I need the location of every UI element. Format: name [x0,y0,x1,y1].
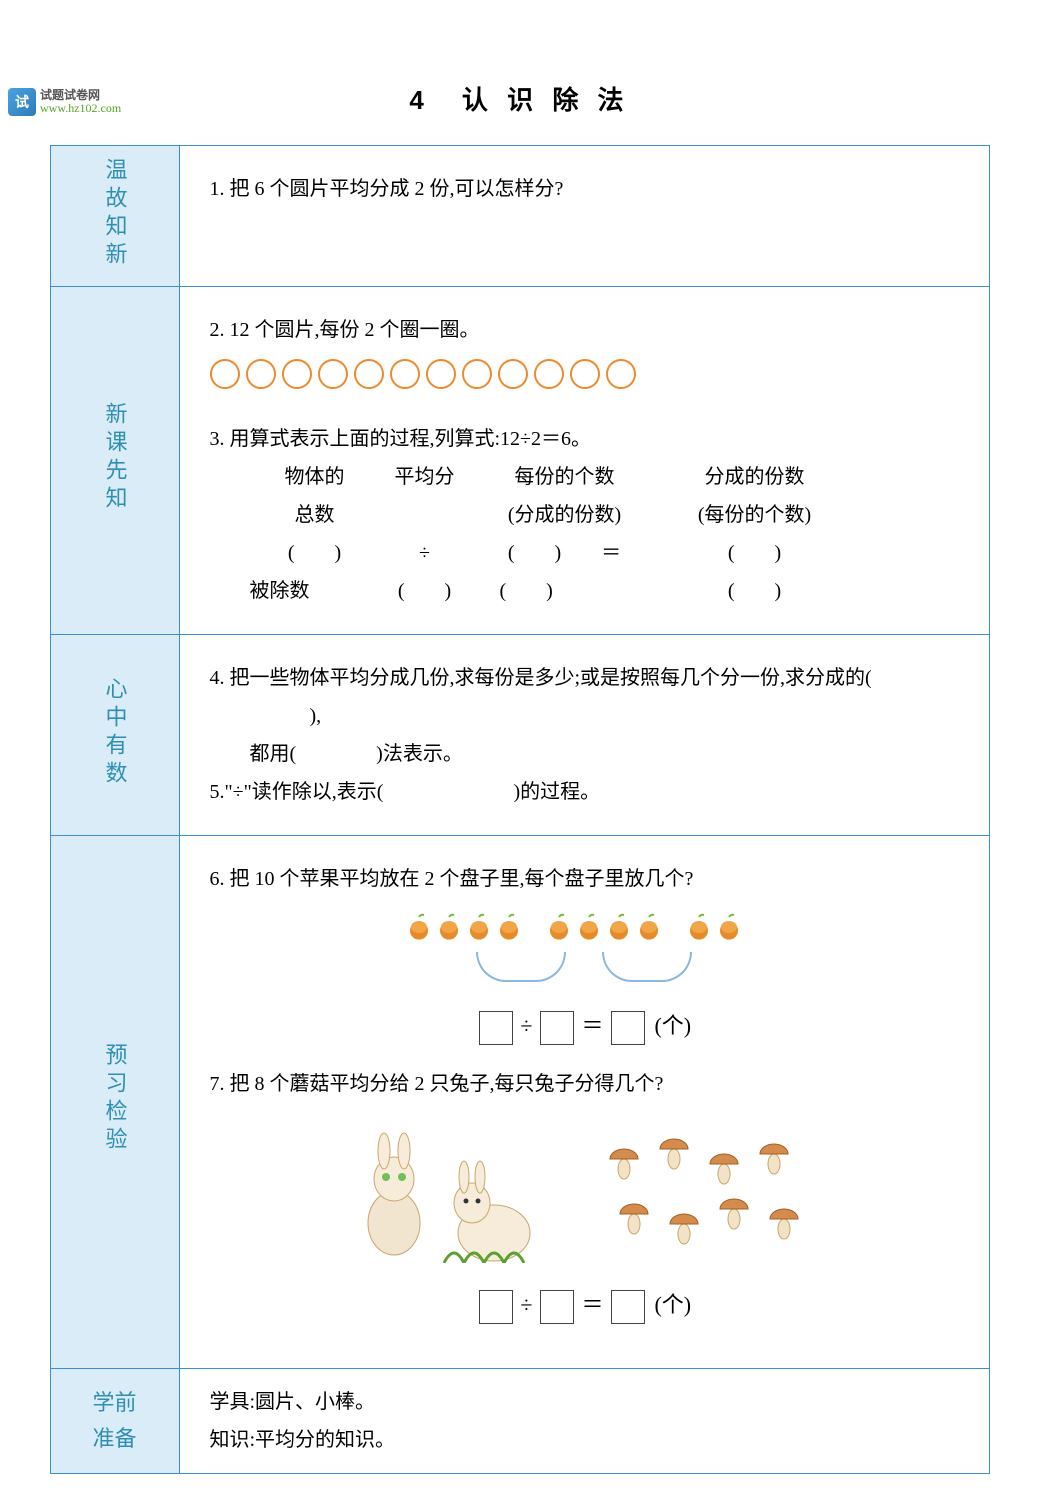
page-title: 4 认 识 除 法 [0,80,1039,117]
q3-block: 3. 用算式表示上面的过程,列算式:12÷2＝6。 物体的平均分每份的个数分成的… [210,420,959,610]
open-circle [246,359,276,389]
apple-icon [574,913,604,943]
q3-intro: 3. 用算式表示上面的过程,列算式:12÷2＝6。 [210,420,959,458]
side-label-xueqianzhunbei: 学前 准备 [50,1368,179,1473]
apple-icon [714,913,744,943]
col1a: 物体的 [250,458,380,496]
circles-row [210,359,959,402]
watermark-text: 试题试卷网 www.hz102.com [40,89,121,115]
side-label-text: 心中有数 [99,677,131,789]
plate-icon [602,952,692,982]
apple-icon [434,913,464,943]
watermark-icon: 试 [8,88,36,116]
cell-xinkexianzhi: 2. 12 个圆片,每份 2 个圈一圈。 3. 用算式表示上面的过程,列算式:1… [180,287,989,634]
cell-xinzhongyoushu: 4. 把一些物体平均分成几份,求每份是多少;或是按照每几个分一份,求分成的(),… [180,635,989,835]
col3b: (分成的份数) [470,496,660,534]
expr-c4: () [660,534,850,572]
prep-line1: 学具:圆片、小棒。 [210,1383,959,1421]
apple-icon [634,913,664,943]
apple-icon [404,913,434,943]
col4a: 分成的份数 [660,458,850,496]
div-sign: ÷ [520,1013,532,1038]
side-label-text: 温故知新 [99,158,131,270]
unit: (个) [654,1013,691,1038]
col1b: 总数 [250,496,380,534]
open-circle [570,359,600,389]
col3a: 每份的个数 [470,458,660,496]
open-circle [534,359,564,389]
label-dividend: 被除数 [250,572,380,610]
div-sign: ÷ [380,534,470,572]
cell-xueqianzhunbei: 学具:圆片、小棒。 知识:平均分的知识。 [180,1369,989,1473]
expr-row: ()÷() ＝() [250,534,959,572]
open-circle [462,359,492,389]
open-circle [390,359,420,389]
q1-text: 1. 把 6 个圆片平均分成 2 份,可以怎样分? [210,170,959,208]
plates-row [210,952,959,995]
apple-icon [544,913,574,943]
side-label-text-2: 准备 [51,1421,179,1456]
fillbox [540,1011,574,1045]
side-label-xinkexianzhi: 新课先知 [50,287,179,635]
eq-sign: ＝ [581,1013,603,1038]
plate-icon [476,952,566,982]
open-circle [426,359,456,389]
open-circle [498,359,528,389]
page-number: —17— [0,1500,1039,1503]
cell-wenguzhixin: 1. 把 6 个圆片平均分成 2 份,可以怎样分? [180,146,989,286]
apples-row [210,908,959,946]
q4-line1: 4. 把一些物体平均分成几份,求每份是多少;或是按照每几个分一份,求分成的(), [210,659,959,735]
eq-sign: ＝ [581,1292,603,1317]
col4b: (每份的个数) [660,496,850,534]
cell-yuxijianyan: 6. 把 10 个苹果平均放在 2 个盘子里,每个盘子里放几个? ÷ ＝ (个)… [180,836,989,1368]
apple-icon [494,913,524,943]
fillbox [479,1011,513,1045]
apple-icon [684,913,714,943]
q6-text: 6. 把 10 个苹果平均放在 2 个盘子里,每个盘子里放几个? [210,860,959,898]
col-head-row-1: 物体的平均分每份的个数分成的份数 [250,458,959,496]
apple-group [684,908,744,946]
side-label-wenguzhixin: 温故知新 [50,146,179,287]
side-label-xinzhongyoushu: 心中有数 [50,635,179,836]
expr-c1: () [250,534,380,572]
watermark-url: www.hz102.com [40,102,121,115]
label-row: 被除数()()() [250,572,959,610]
expr-c3: () ＝ [470,534,660,572]
apple-group [544,908,664,946]
div-sign: ÷ [520,1292,532,1317]
label-c2: () [380,572,470,610]
side-label-text: 预习检验 [99,1043,131,1155]
q2-text: 2. 12 个圆片,每份 2 个圈一圈。 [210,311,959,349]
open-circle [282,359,312,389]
label-c3: () [470,572,660,610]
fillbox [611,1011,645,1045]
q6-expr: ÷ ＝ (个) [210,1005,959,1047]
apple-icon [604,913,634,943]
fillbox [479,1290,513,1324]
watermark: 试 试题试卷网 www.hz102.com [8,88,121,116]
open-circle [606,359,636,389]
main-table: 温故知新 1. 把 6 个圆片平均分成 2 份,可以怎样分? 新课先知 2. 1… [50,145,990,1474]
q4-line2: 都用()法表示。 [210,735,959,773]
col2: 平均分 [380,458,470,496]
q7-text: 7. 把 8 个蘑菇平均分给 2 只兔子,每只兔子分得几个? [210,1065,959,1103]
apple-icon [464,913,494,943]
apple-group [404,908,524,946]
q7-expr: ÷ ＝ (个) [210,1284,959,1326]
fillbox [540,1290,574,1324]
open-circle [210,359,240,389]
col-head-row-2: 总数 (分成的份数)(每份的个数) [250,496,959,534]
side-label-yuxijianyan: 预习检验 [50,836,179,1369]
q5-line: 5."÷"读作除以,表示()的过程。 [210,773,959,811]
open-circle [318,359,348,389]
unit: (个) [654,1292,691,1317]
open-circle [354,359,384,389]
fillbox [611,1290,645,1324]
side-label-text-1: 学前 [51,1385,179,1420]
q7-illustration [210,1113,959,1276]
side-label-text: 新课先知 [99,402,131,514]
label-c4: () [660,572,850,610]
